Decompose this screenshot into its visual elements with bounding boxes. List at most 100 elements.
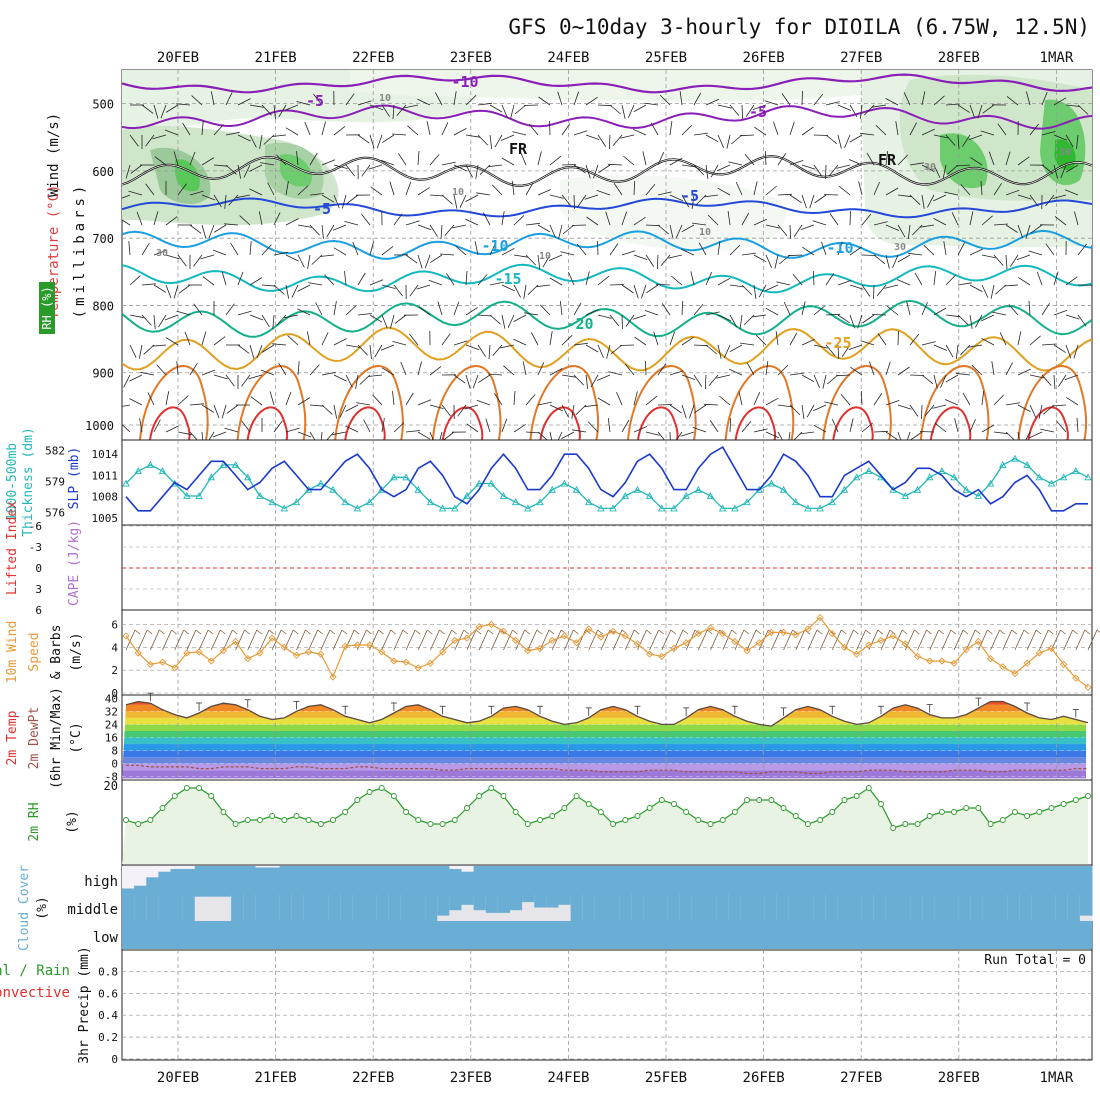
cloud-mid-cell [656,894,669,921]
date-label-top: 22FEB [352,50,394,66]
cloud-high-clear [158,866,171,872]
lifted-tick: -6 [29,520,42,533]
rh-marker [1037,810,1042,815]
rh-marker [781,806,786,811]
cloud-high-cell [862,866,875,894]
rh-marker [343,810,348,815]
cloud-high-cell [1007,866,1020,894]
cloud-high-cell [425,866,438,894]
label-2m-temp: 2m Temp [5,710,20,765]
cloud-mid-cell [595,894,608,921]
cloud-mid-cell [1031,894,1044,921]
label-10m-wind: 10m Wind [5,621,20,684]
cloud-high-cell [292,866,305,894]
cloud-high-cell [898,866,911,894]
contour-label: 10 [379,93,391,104]
label-minmax: (6hr Min/Max) [49,687,64,789]
wind-barb [658,405,672,406]
cloud-high-clear [171,866,184,869]
rh-marker [355,798,360,803]
contour-label: -10 [481,237,508,255]
cloud-mid-cell [158,894,171,921]
cloud-high-cell [328,866,341,894]
wind-barb [524,105,538,106]
contour-label: 30 [924,162,936,173]
rh-marker [184,786,189,791]
wind-barb [824,195,838,196]
rh-marker [952,810,957,815]
rh-marker [477,794,482,799]
upper-panel: -10-5-5FRFR-5-5-10-10-15-20-251010101030… [39,70,1092,446]
rh-marker [136,822,141,827]
cloud-high-cell [1068,866,1081,894]
date-label-top: 27FEB [840,50,882,66]
cloud-high-cell [158,872,171,894]
cloud-mid-cell [1056,894,1069,921]
rh-marker [464,806,469,811]
cloud-mid-cell [1044,894,1057,921]
precip-tick: 0.8 [98,965,118,978]
cloud-high-cell [1031,866,1044,894]
cloud-high-cell [571,866,584,894]
cloud-mid-cell [704,894,717,921]
precip-tick: 0.6 [98,987,118,1000]
temp-tick: 24 [105,718,119,731]
rh-marker [404,810,409,815]
cloud-mid-cell [352,894,365,921]
rh-marker [793,814,798,819]
cloud-high-cell [874,866,887,894]
wind-tick: 4 [111,641,118,654]
cloud-mid-cell [922,894,935,921]
cloud-mid-cell [243,894,256,921]
cloud-mid-cell [340,894,353,921]
cloud-mid-cell [474,894,487,910]
rh-marker [172,794,177,799]
wind-barb [874,285,875,299]
cloud-mid-cell [571,894,584,921]
cloud-high-cell [219,866,232,894]
lifted-tick: 3 [35,583,42,596]
cloud-mid-cell [522,894,535,902]
cloud-mid-cell [801,894,814,921]
date-label-top: 25FEB [645,50,687,66]
temp-tick: 32 [105,705,118,718]
rh-marker [745,798,750,803]
rh-marker [525,822,530,827]
rh-marker [964,806,969,811]
cloud-mid-cell [401,894,414,921]
cloud-high-cell [643,866,656,894]
temp-tick: 40 [105,692,118,705]
cloud-mid-cell [231,894,244,921]
rh-marker [696,818,701,823]
label-wind: Wind (m/s) [46,113,62,197]
cloud-mid-cell [1068,894,1081,921]
wind-barb [646,361,647,375]
cloud-mid-cell [437,894,450,916]
rh-marker [452,818,457,823]
cloud-high-cell [243,866,256,894]
wind-barb [872,315,886,316]
cloud-high-cell [255,867,268,894]
cloud-mid-cell [619,894,632,921]
lifted-tick: 6 [35,604,42,617]
cloud-high-cell [195,866,208,894]
contour-label: -5 [681,187,699,205]
temp-tick: 16 [105,732,118,745]
cloud-high-cell [498,866,511,894]
rh-marker [769,798,774,803]
rh-marker [501,794,506,799]
pressure-tick: 900 [92,367,114,381]
cloud-mid-cell [934,894,947,921]
contour-label: 10 [539,251,551,262]
wind-barb [920,432,934,433]
wind-panel-frame [122,610,1092,695]
rh-marker [440,822,445,827]
cloud-high-cell [922,866,935,894]
cloud-mid-cell [377,894,390,921]
rh-marker [1049,806,1054,811]
date-label-bottom: 24FEB [547,1070,589,1086]
